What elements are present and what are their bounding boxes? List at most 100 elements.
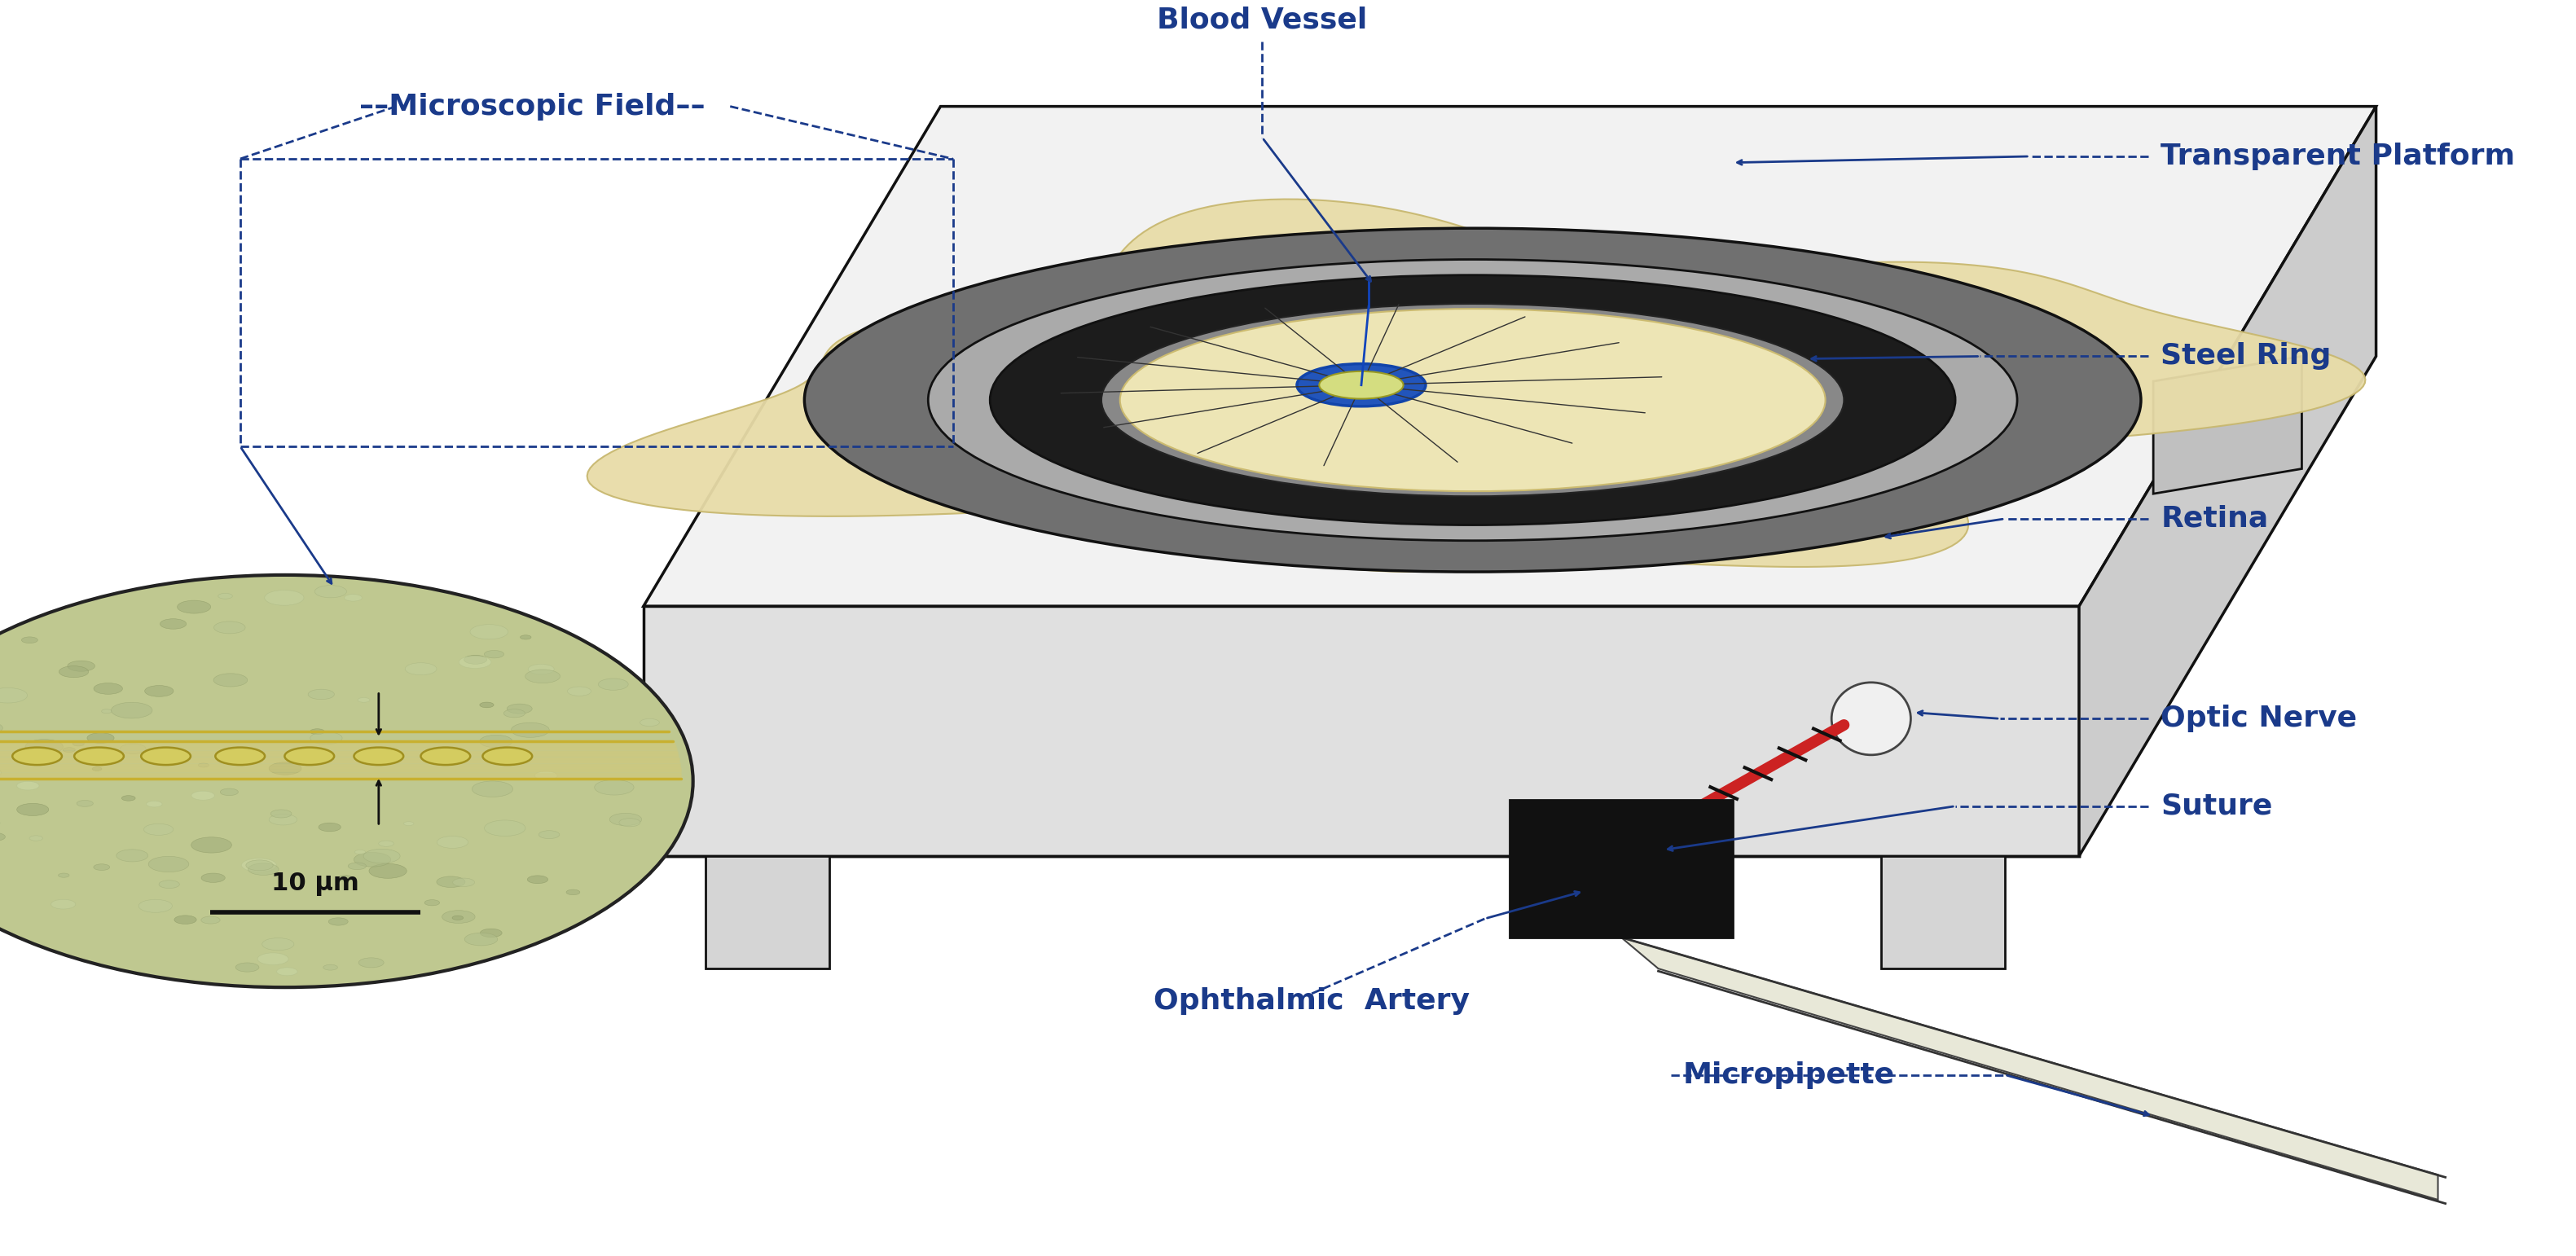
Ellipse shape (337, 875, 353, 880)
Ellipse shape (144, 824, 173, 835)
Polygon shape (1880, 857, 2004, 968)
Ellipse shape (358, 958, 384, 967)
Ellipse shape (13, 747, 62, 765)
Ellipse shape (160, 619, 185, 629)
Ellipse shape (1832, 682, 1911, 755)
Ellipse shape (345, 594, 363, 602)
Ellipse shape (258, 953, 289, 965)
Ellipse shape (598, 678, 629, 690)
Ellipse shape (989, 275, 1955, 525)
Ellipse shape (520, 636, 531, 639)
Ellipse shape (247, 863, 278, 875)
Ellipse shape (469, 624, 507, 639)
Ellipse shape (322, 965, 337, 970)
Ellipse shape (234, 963, 260, 972)
Ellipse shape (510, 722, 549, 737)
Ellipse shape (18, 781, 39, 790)
Ellipse shape (804, 229, 2141, 571)
Ellipse shape (52, 899, 75, 909)
Ellipse shape (507, 703, 533, 713)
Ellipse shape (268, 762, 301, 775)
Ellipse shape (77, 800, 93, 806)
Ellipse shape (479, 928, 502, 937)
Ellipse shape (420, 747, 471, 765)
Ellipse shape (355, 850, 366, 854)
Ellipse shape (330, 918, 348, 926)
Ellipse shape (72, 741, 85, 746)
Ellipse shape (319, 823, 340, 831)
Ellipse shape (191, 791, 214, 800)
Ellipse shape (1121, 309, 1826, 491)
Ellipse shape (1103, 304, 1844, 496)
Ellipse shape (482, 747, 533, 765)
Ellipse shape (67, 661, 95, 672)
Ellipse shape (88, 732, 113, 744)
Ellipse shape (147, 801, 162, 808)
Ellipse shape (21, 637, 39, 643)
Polygon shape (2154, 357, 2303, 494)
Text: Optic Nerve: Optic Nerve (2161, 705, 2357, 732)
Ellipse shape (0, 833, 5, 842)
Text: Blood Vessel: Blood Vessel (1157, 6, 1368, 34)
Ellipse shape (201, 917, 219, 923)
Ellipse shape (358, 697, 371, 702)
Ellipse shape (93, 683, 124, 695)
Ellipse shape (139, 899, 173, 913)
Ellipse shape (93, 864, 111, 870)
Polygon shape (1620, 937, 2437, 1199)
Ellipse shape (28, 835, 44, 840)
Ellipse shape (1296, 364, 1425, 406)
Ellipse shape (219, 593, 232, 599)
Ellipse shape (479, 735, 513, 747)
Ellipse shape (505, 710, 526, 717)
Ellipse shape (198, 764, 209, 767)
Ellipse shape (93, 767, 103, 771)
Text: 10 μm: 10 μm (270, 873, 361, 896)
Ellipse shape (453, 916, 464, 919)
Ellipse shape (459, 656, 492, 668)
Ellipse shape (348, 863, 366, 869)
Ellipse shape (618, 819, 641, 826)
Ellipse shape (0, 722, 3, 734)
Ellipse shape (438, 836, 469, 848)
Ellipse shape (62, 747, 75, 752)
Ellipse shape (443, 911, 474, 923)
Ellipse shape (471, 781, 513, 798)
Ellipse shape (265, 590, 304, 605)
Ellipse shape (567, 889, 580, 894)
Ellipse shape (464, 933, 497, 946)
Ellipse shape (270, 810, 291, 818)
Ellipse shape (526, 669, 559, 683)
Ellipse shape (149, 857, 188, 872)
Ellipse shape (214, 622, 245, 633)
Ellipse shape (142, 747, 191, 765)
Ellipse shape (82, 750, 98, 756)
Ellipse shape (595, 780, 634, 795)
Ellipse shape (528, 875, 549, 883)
Ellipse shape (379, 840, 394, 847)
Ellipse shape (268, 814, 296, 825)
Ellipse shape (374, 761, 386, 765)
Ellipse shape (404, 821, 415, 825)
Polygon shape (1510, 800, 1734, 937)
Polygon shape (2079, 107, 2375, 857)
Text: Micropipette: Micropipette (1682, 1061, 1896, 1089)
Ellipse shape (36, 754, 54, 761)
Ellipse shape (121, 795, 137, 801)
Ellipse shape (536, 771, 556, 780)
Ellipse shape (178, 600, 211, 613)
Ellipse shape (353, 747, 404, 765)
Ellipse shape (144, 686, 173, 697)
Ellipse shape (464, 656, 487, 664)
Ellipse shape (219, 789, 237, 795)
Ellipse shape (100, 710, 111, 713)
Polygon shape (644, 607, 2079, 857)
Ellipse shape (309, 690, 335, 700)
Ellipse shape (175, 916, 196, 924)
Ellipse shape (611, 813, 641, 825)
Ellipse shape (927, 260, 2017, 540)
Text: Retina: Retina (2161, 505, 2269, 533)
Ellipse shape (26, 740, 62, 754)
Ellipse shape (639, 718, 659, 726)
Ellipse shape (245, 860, 273, 870)
